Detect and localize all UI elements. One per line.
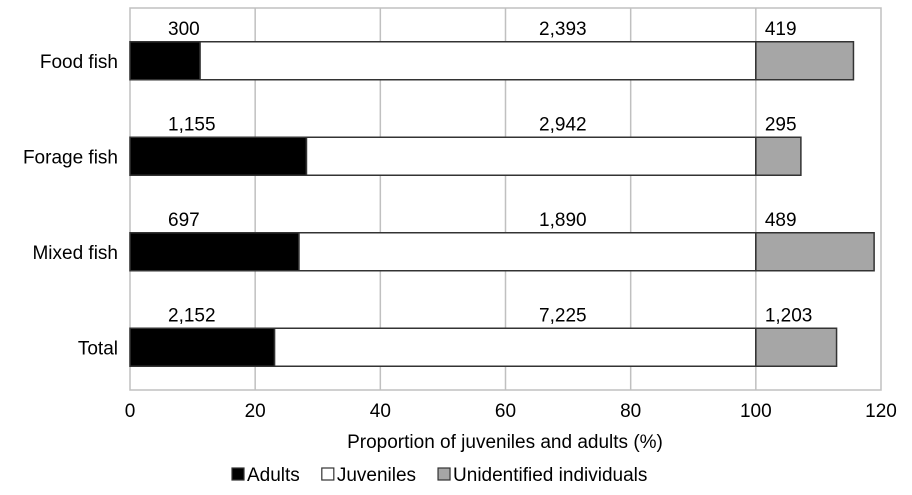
- x-tick-labels: 0 20 40 60 80 100 120: [125, 401, 897, 422]
- x-tick-label: 80: [620, 401, 641, 422]
- data-label: 2,152: [168, 305, 216, 326]
- legend-swatch: [231, 467, 245, 481]
- bar-segment-adults: [129, 41, 201, 81]
- legend-swatch: [321, 467, 335, 481]
- data-labels: 300 2,393 419 1,155 2,942 295 697 1,890 489 2,152…: [168, 19, 812, 327]
- x-tick-label: 120: [865, 401, 897, 422]
- legend: Adults Juveniles Unidentified individuals: [231, 465, 647, 486]
- bar-segment-adults: [129, 232, 300, 272]
- bar-segment-unidentified: [755, 232, 875, 272]
- data-label: 419: [765, 19, 797, 40]
- bar-segment-unidentified: [755, 41, 855, 81]
- data-label: 7,225: [539, 305, 587, 326]
- bar-segment-juveniles: [305, 136, 757, 176]
- bar-segment-adults: [129, 136, 308, 176]
- legend-entry: Juveniles: [337, 465, 416, 486]
- x-tick-label: 100: [740, 401, 772, 422]
- x-tick-label: 0: [125, 401, 136, 422]
- category-label: Total: [78, 338, 118, 359]
- legend-swatch: [437, 467, 451, 481]
- bar-segment-juveniles: [199, 41, 757, 81]
- bar-segment-unidentified: [755, 327, 838, 367]
- data-label: 2,393: [539, 19, 587, 40]
- category-label: Mixed fish: [32, 243, 118, 264]
- data-label: 295: [765, 114, 797, 135]
- data-label: 697: [168, 210, 200, 231]
- data-label: 300: [168, 19, 200, 40]
- x-tick-label: 40: [370, 401, 391, 422]
- bar-segment-adults: [129, 327, 276, 367]
- bar-segment-juveniles: [298, 232, 757, 272]
- legend-entry: Unidentified individuals: [453, 465, 647, 486]
- x-tick-label: 20: [245, 401, 266, 422]
- data-label: 1,155: [168, 114, 216, 135]
- category-labels: Food fish Forage fish Mixed fish Total: [23, 52, 118, 360]
- x-axis-title: Proportion of juveniles and adults (%): [347, 432, 663, 453]
- category-label: Food fish: [40, 52, 118, 73]
- bars: [129, 41, 875, 367]
- x-tick-label: 60: [495, 401, 516, 422]
- data-label: 2,942: [539, 114, 587, 135]
- bar-segment-juveniles: [273, 327, 757, 367]
- category-label: Forage fish: [23, 147, 118, 168]
- data-label: 1,203: [765, 305, 813, 326]
- data-label: 1,890: [539, 210, 587, 231]
- data-label: 489: [765, 210, 797, 231]
- bar-segment-unidentified: [755, 136, 802, 176]
- legend-entry: Adults: [247, 465, 300, 486]
